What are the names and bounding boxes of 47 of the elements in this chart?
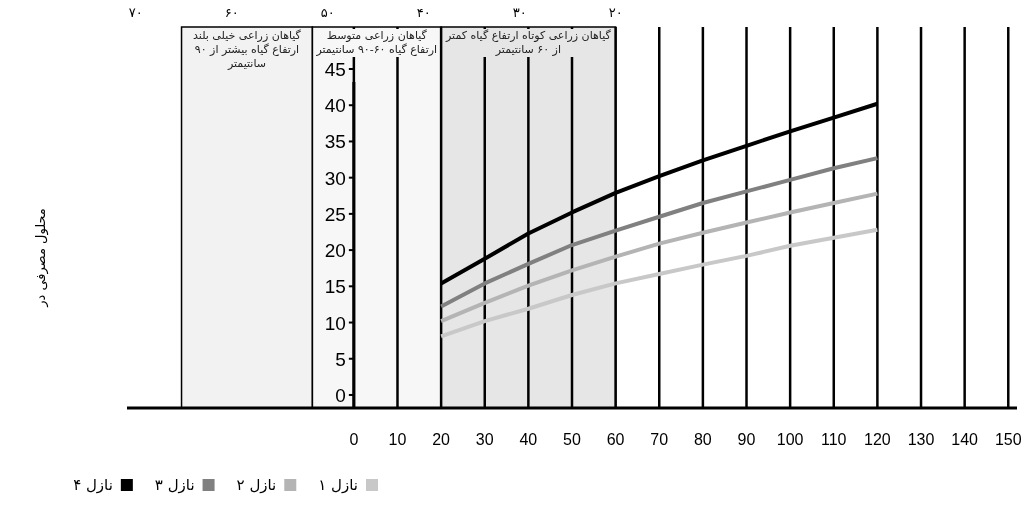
x2-tick-label: ۲۰ [608,5,623,20]
x2-tick-label: ۵۰ [320,5,335,20]
x-tick-label: 150 [994,431,1022,448]
x-tick-label: 90 [737,431,756,448]
x-tick-label: 80 [693,431,712,448]
legend-entry: نازل ۳ [154,476,215,494]
x2-tick-label: ۷۰ [128,5,143,20]
band-label: گیاهان زراعی متوسط ارتفاع گیاه ۶۰-۹۰ سانتیمتر [314,29,440,57]
x-tick-label: 40 [519,431,538,448]
legend-label: نازل ۴ [73,476,113,494]
line-series [439,191,880,324]
text: محلول مصرفی در [33,208,49,308]
x2-tick-label: ۳۰ [512,5,527,20]
band-label: گیاهان زراعی کوتاه ارتفاع گیاه کمتر از ۶۰ سانتیمتر [443,29,614,57]
y-tick-label: 20 [324,240,346,262]
x-tick-label: 20 [432,431,451,448]
legend-entry: نازل ۲ [236,476,297,494]
band-label: گیاهان زراعی خیلی بلند ارتفاع گیاه بیشتر از ۹۰ سانتیمتر [183,29,311,71]
x-tick-label: 120 [864,431,891,448]
x-tick-label: 130 [907,431,935,448]
x-tick-label: 30 [475,431,494,448]
y-tick-label: 0 [335,384,346,406]
x-tick-label: 10 [388,431,407,448]
y-tick-label: 15 [324,276,346,298]
legend-entry: نازل ۴ [73,476,133,494]
x-tick-label: 140 [951,431,979,448]
legend-label: نازل ۳ [154,476,195,494]
y-tick-label: 35 [324,131,346,153]
legend-entry: نازل ۱ [318,476,378,494]
y-tick-label: 25 [324,203,346,225]
x-tick-label: 70 [650,431,669,448]
y-tick-label: 40 [324,95,346,117]
x-tick-label: 0 [349,431,359,448]
y-tick-label: 30 [324,167,346,189]
x-tick-label: 60 [606,431,625,448]
x-tick-label: 110 [821,431,847,448]
y-tick-label: 45 [324,59,346,81]
line-series [439,156,880,309]
line-series [439,227,880,339]
legend-label: نازل ۲ [236,476,277,494]
x2-tick-label: ۴۰ [416,5,431,20]
legend-label: نازل ۱ [318,476,358,494]
x-tick-label: 50 [563,431,581,448]
x2-tick-label: ۶۰ [224,5,239,20]
y-tick-label: 5 [335,348,346,370]
x-tick-label: 100 [776,431,804,448]
y-tick-label: 10 [324,312,346,334]
